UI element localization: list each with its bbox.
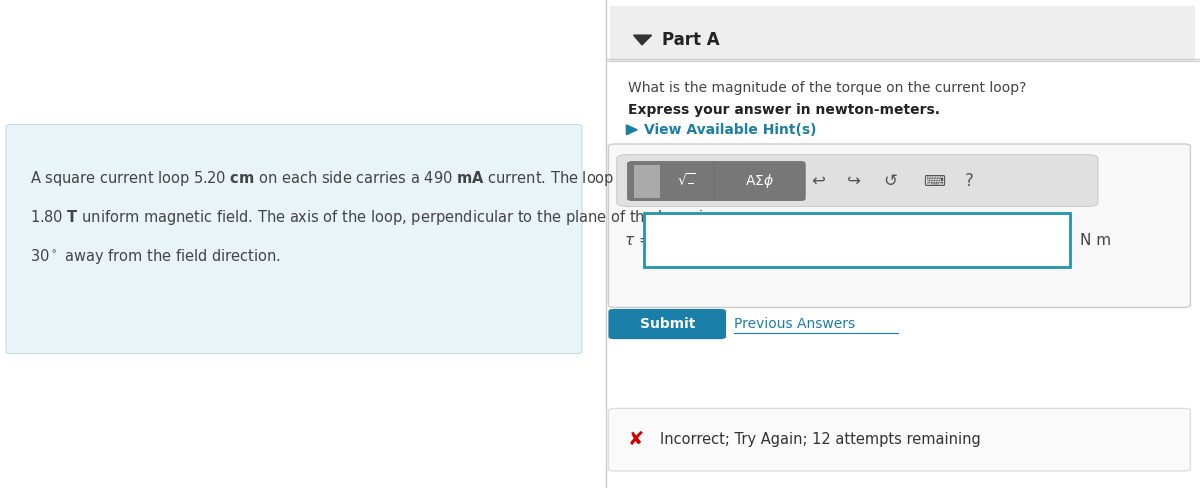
FancyBboxPatch shape — [617, 155, 1098, 206]
Text: A$\Sigma\phi$: A$\Sigma\phi$ — [745, 172, 774, 190]
FancyBboxPatch shape — [608, 408, 1190, 471]
FancyBboxPatch shape — [714, 162, 805, 201]
FancyBboxPatch shape — [628, 162, 719, 201]
FancyBboxPatch shape — [644, 213, 1070, 267]
Polygon shape — [626, 125, 637, 135]
FancyBboxPatch shape — [608, 309, 726, 339]
Text: ✘: ✘ — [628, 430, 644, 449]
Text: A square current loop 5.20 $\mathbf{cm}$ on each side carries a 490 $\mathbf{mA}: A square current loop 5.20 $\mathbf{cm}$… — [30, 169, 661, 187]
Text: $\sqrt{\overline{\;}}$: $\sqrt{\overline{\;}}$ — [677, 173, 696, 189]
Text: Express your answer in newton-meters.: Express your answer in newton-meters. — [628, 103, 940, 117]
Text: What is the magnitude of the torque on the current loop?: What is the magnitude of the torque on t… — [628, 81, 1026, 95]
Text: Part A: Part A — [662, 31, 720, 49]
FancyBboxPatch shape — [634, 165, 660, 198]
Text: ↩: ↩ — [811, 172, 826, 190]
Text: 1.80 $\mathbf{T}$ uniform magnetic field. The axis of the loop, perpendicular to: 1.80 $\mathbf{T}$ uniform magnetic field… — [30, 208, 712, 226]
Text: ↺: ↺ — [883, 172, 898, 190]
Text: ↪: ↪ — [847, 172, 862, 190]
Text: View Available Hint(s): View Available Hint(s) — [644, 123, 817, 137]
Text: τ =: τ = — [625, 233, 652, 247]
Text: 30$^\circ$ away from the field direction.: 30$^\circ$ away from the field direction… — [30, 247, 281, 265]
Text: ?: ? — [965, 172, 974, 190]
Polygon shape — [634, 35, 652, 45]
FancyBboxPatch shape — [610, 6, 1195, 61]
Text: ⌨: ⌨ — [923, 174, 944, 188]
Text: Submit: Submit — [640, 317, 695, 331]
Text: Previous Answers: Previous Answers — [734, 317, 856, 331]
FancyBboxPatch shape — [608, 144, 1190, 307]
FancyBboxPatch shape — [6, 124, 582, 354]
Text: N m: N m — [1080, 233, 1111, 247]
Text: Incorrect; Try Again; 12 attempts remaining: Incorrect; Try Again; 12 attempts remain… — [660, 432, 980, 447]
